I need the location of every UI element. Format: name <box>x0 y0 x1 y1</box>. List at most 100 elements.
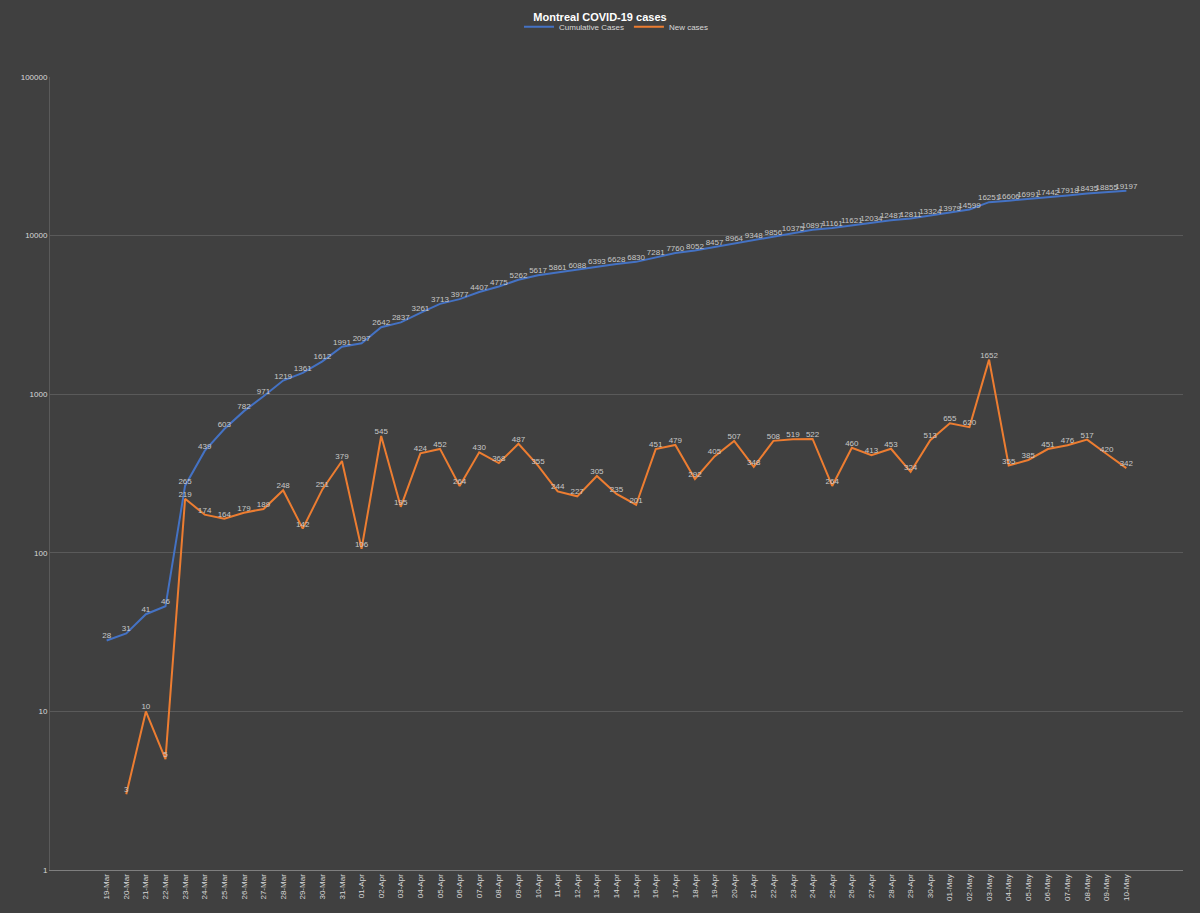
svg-text:13-Apr: 13-Apr <box>592 874 601 898</box>
svg-text:17442: 17442 <box>1037 188 1060 197</box>
svg-text:519: 519 <box>786 430 800 439</box>
svg-text:28-Mar: 28-Mar <box>279 874 288 900</box>
svg-text:655: 655 <box>943 414 957 423</box>
svg-text:508: 508 <box>767 432 781 441</box>
svg-text:28-Apr: 28-Apr <box>887 874 896 898</box>
svg-text:453: 453 <box>884 440 898 449</box>
svg-text:18435: 18435 <box>1076 184 1099 193</box>
svg-text:265: 265 <box>178 477 192 486</box>
svg-text:31: 31 <box>122 624 131 633</box>
svg-text:03-May: 03-May <box>985 874 994 901</box>
svg-text:07-May: 07-May <box>1063 874 1072 901</box>
svg-text:13324: 13324 <box>919 207 942 216</box>
svg-text:41: 41 <box>141 605 150 614</box>
svg-text:201: 201 <box>629 496 643 505</box>
svg-text:06-Apr: 06-Apr <box>455 874 464 898</box>
svg-text:30-Apr: 30-Apr <box>926 874 935 898</box>
svg-text:03-Apr: 03-Apr <box>396 874 405 898</box>
svg-text:Cumulative Cases: Cumulative Cases <box>559 23 624 32</box>
svg-text:179: 179 <box>237 504 251 513</box>
svg-text:20-Mar: 20-Mar <box>122 874 131 900</box>
svg-text:02-Apr: 02-Apr <box>377 874 386 898</box>
svg-text:195: 195 <box>394 498 408 507</box>
svg-text:6088: 6088 <box>568 261 586 270</box>
svg-text:8457: 8457 <box>706 238 724 247</box>
svg-text:02-May: 02-May <box>965 874 974 901</box>
svg-text:27-Mar: 27-Mar <box>259 874 268 900</box>
svg-text:424: 424 <box>414 444 428 453</box>
svg-text:5262: 5262 <box>510 271 528 280</box>
svg-text:264: 264 <box>826 477 840 486</box>
svg-text:430: 430 <box>473 443 487 452</box>
svg-text:379: 379 <box>335 452 349 461</box>
svg-text:487: 487 <box>512 435 526 444</box>
svg-text:545: 545 <box>375 427 389 436</box>
svg-text:46: 46 <box>161 597 170 606</box>
svg-text:05-May: 05-May <box>1024 874 1033 901</box>
svg-text:174: 174 <box>198 506 212 515</box>
svg-text:16-Apr: 16-Apr <box>651 874 660 898</box>
svg-text:16251: 16251 <box>978 193 1001 202</box>
svg-text:New cases: New cases <box>669 23 708 32</box>
svg-text:22-Apr: 22-Apr <box>769 874 778 898</box>
svg-text:235: 235 <box>610 485 624 494</box>
svg-text:10000: 10000 <box>25 231 48 240</box>
svg-text:17-Apr: 17-Apr <box>671 874 680 898</box>
svg-text:264: 264 <box>453 477 467 486</box>
svg-text:517: 517 <box>1080 431 1094 440</box>
svg-text:12-Apr: 12-Apr <box>573 874 582 898</box>
svg-text:10-Apr: 10-Apr <box>534 874 543 898</box>
svg-text:142: 142 <box>296 520 310 529</box>
svg-text:1361: 1361 <box>294 364 312 373</box>
svg-text:476: 476 <box>1061 436 1075 445</box>
svg-text:244: 244 <box>551 482 565 491</box>
svg-text:16606: 16606 <box>998 192 1021 201</box>
svg-text:01-Apr: 01-Apr <box>357 874 366 898</box>
svg-text:19-Mar: 19-Mar <box>102 874 111 900</box>
svg-text:01-May: 01-May <box>945 874 954 901</box>
svg-text:7760: 7760 <box>666 244 684 253</box>
svg-text:19197: 19197 <box>1115 182 1138 191</box>
svg-text:6393: 6393 <box>588 257 606 266</box>
svg-text:460: 460 <box>845 439 859 448</box>
svg-text:6628: 6628 <box>608 255 626 264</box>
svg-text:782: 782 <box>237 402 251 411</box>
svg-text:25-Mar: 25-Mar <box>220 874 229 900</box>
svg-text:1000: 1000 <box>30 390 48 399</box>
svg-text:3: 3 <box>124 785 129 794</box>
svg-text:28: 28 <box>102 631 111 640</box>
svg-text:9348: 9348 <box>745 231 763 240</box>
svg-text:25-Apr: 25-Apr <box>828 874 837 898</box>
svg-text:26-Apr: 26-Apr <box>847 874 856 898</box>
svg-text:2097: 2097 <box>353 334 371 343</box>
svg-text:513: 513 <box>924 431 938 440</box>
svg-text:10-May: 10-May <box>1122 874 1131 901</box>
svg-text:451: 451 <box>649 440 663 449</box>
svg-text:452: 452 <box>433 440 447 449</box>
svg-text:04-Apr: 04-Apr <box>416 874 425 898</box>
svg-text:8964: 8964 <box>725 234 743 243</box>
svg-text:100000: 100000 <box>21 73 48 82</box>
svg-text:17918: 17918 <box>1056 186 1079 195</box>
svg-text:8052: 8052 <box>686 242 704 251</box>
svg-text:10: 10 <box>38 707 47 716</box>
svg-text:100: 100 <box>34 549 48 558</box>
svg-text:24-Mar: 24-Mar <box>200 874 209 900</box>
svg-text:16991: 16991 <box>1017 190 1040 199</box>
svg-text:18855: 18855 <box>1096 183 1119 192</box>
svg-text:13979: 13979 <box>939 204 962 213</box>
svg-text:12487: 12487 <box>880 211 903 220</box>
svg-text:248: 248 <box>276 481 290 490</box>
svg-text:355: 355 <box>531 457 545 466</box>
svg-text:10375: 10375 <box>782 224 805 233</box>
svg-text:4775: 4775 <box>490 278 508 287</box>
svg-text:14-Apr: 14-Apr <box>612 874 621 898</box>
svg-text:1612: 1612 <box>313 352 331 361</box>
svg-text:10: 10 <box>141 702 150 711</box>
svg-text:106: 106 <box>355 540 369 549</box>
svg-text:12034: 12034 <box>860 214 883 223</box>
svg-text:7281: 7281 <box>647 248 665 257</box>
svg-text:05-Apr: 05-Apr <box>436 874 445 898</box>
svg-text:14599: 14599 <box>958 201 981 210</box>
svg-text:305: 305 <box>590 467 604 476</box>
